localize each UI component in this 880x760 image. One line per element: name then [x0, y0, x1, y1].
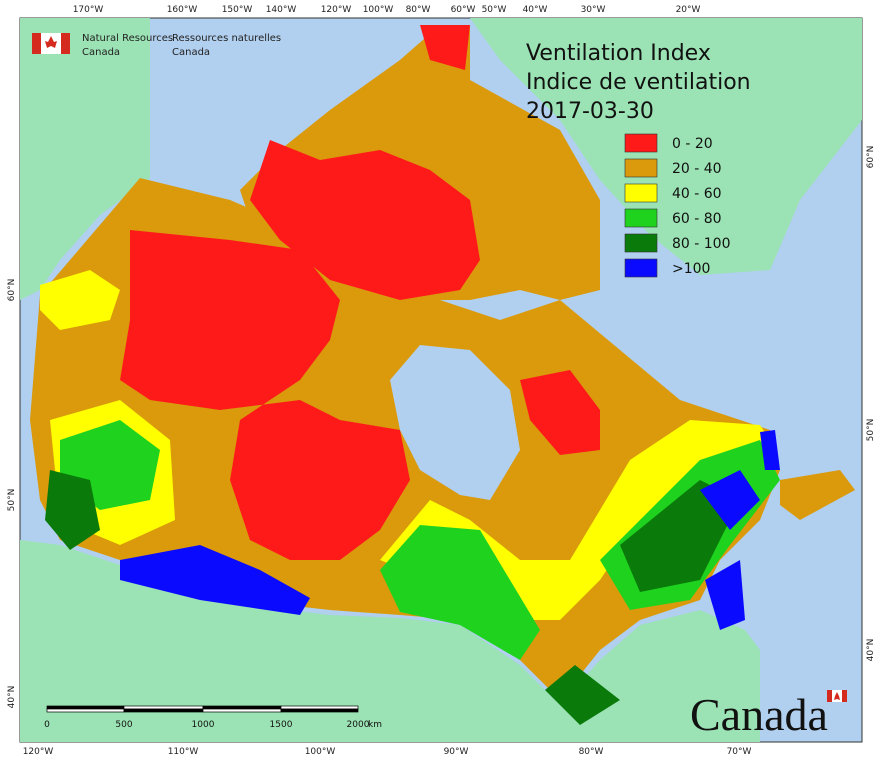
- graticule-label: 50°W: [482, 5, 507, 15]
- graticule-label: 160°W: [167, 5, 198, 15]
- zone-darkgreen-coast: [45, 470, 100, 550]
- legend-label: 40 - 60: [672, 186, 722, 202]
- zone-blue-quebec: [700, 470, 760, 530]
- greenland: [470, 18, 862, 275]
- graticule-label: 40°N: [7, 686, 17, 709]
- logo: [32, 33, 70, 54]
- map-title: 2017-03-30: [526, 99, 654, 124]
- legend-label: 0 - 20: [672, 136, 713, 152]
- scale-segment: [202, 708, 282, 713]
- graticule-label: 50°N: [7, 489, 17, 512]
- zone-red-north: [420, 25, 470, 70]
- alaska: [20, 18, 150, 300]
- legend-swatch: [624, 133, 658, 153]
- graticule-label: 120°W: [23, 747, 54, 757]
- graticule-label: 20°W: [676, 5, 701, 15]
- scale-segment: [280, 705, 359, 710]
- scale-segment: [202, 705, 282, 710]
- scale-label: 1500: [270, 720, 293, 730]
- logo-text: Ressources naturelles: [172, 33, 281, 44]
- hudson-bay: [390, 345, 520, 500]
- graticule-label: 50°N: [866, 419, 876, 442]
- scale-segment: [46, 705, 125, 710]
- scale-label: 2000: [347, 720, 370, 730]
- graticule-label: 150°W: [222, 5, 253, 15]
- flag-bar: [61, 33, 70, 54]
- legend-label: 20 - 40: [672, 161, 722, 177]
- logo-text: Canada: [172, 47, 210, 58]
- zone-blue-prairie: [120, 545, 310, 615]
- graticule-label: 70°W: [727, 747, 752, 757]
- scale-segment: [123, 708, 204, 713]
- zone-red-quebec: [520, 370, 600, 455]
- legend-label: 60 - 80: [672, 211, 722, 227]
- zone-blue-maritimes: [705, 560, 745, 630]
- zone-red-arctic: [250, 140, 480, 300]
- scale-label: 500: [115, 720, 132, 730]
- legend-swatch: [624, 233, 658, 253]
- scale-label: 1000: [192, 720, 215, 730]
- logo-text: Natural Resources: [82, 33, 173, 44]
- labels: Natural Resources Canada Ressources nature…: [7, 5, 876, 757]
- zone-darkgreen-ontario: [545, 665, 620, 725]
- map-title: Ventilation Index: [526, 41, 711, 66]
- zone-yellow-yukon: [40, 270, 120, 330]
- zone-darkgreen-quebec: [620, 480, 740, 592]
- legend-swatch: [624, 258, 658, 278]
- graticule-label: 80°W: [406, 5, 431, 15]
- zone-blue-labrador: [760, 430, 780, 470]
- scale-unit: km: [368, 720, 382, 730]
- wordmark: Canada: [690, 689, 828, 740]
- logo-text: Canada: [82, 47, 120, 58]
- graticule-label: 100°W: [363, 5, 394, 15]
- scale-segment: [280, 708, 359, 713]
- legend-label: 80 - 100: [672, 236, 731, 252]
- graticule-label: 100°W: [305, 747, 336, 757]
- canada: [30, 25, 855, 725]
- wordmark-leaf: [834, 692, 840, 700]
- zone-red-west: [120, 230, 410, 560]
- graticule-label: 80°W: [579, 747, 604, 757]
- graticule-label: 60°W: [451, 5, 476, 15]
- flag-bar: [32, 33, 41, 54]
- maple-leaf: [45, 36, 57, 48]
- scale-segment: [46, 708, 125, 713]
- graticule-label: 140°W: [266, 5, 297, 15]
- graticule-label: 170°W: [73, 5, 104, 15]
- graticule-label: 40°W: [523, 5, 548, 15]
- map-title: Indice de ventilation: [526, 70, 751, 95]
- scale-label: 0: [44, 720, 50, 730]
- graticule-label: 40°N: [866, 639, 876, 662]
- graticule-label: 120°W: [321, 5, 352, 15]
- graticule-label: 30°W: [581, 5, 606, 15]
- legend-swatch: [624, 208, 658, 228]
- legend-label: >100: [672, 261, 710, 277]
- graticule-label: 110°W: [168, 747, 199, 757]
- graticule-label: 90°W: [444, 747, 469, 757]
- legend-swatch: [624, 183, 658, 203]
- graticule-label: 60°N: [7, 279, 17, 302]
- scale-segment: [123, 705, 204, 710]
- zone-green-ontario: [380, 525, 540, 660]
- graticule-label: 60°N: [866, 146, 876, 169]
- legend-swatch: [624, 158, 658, 178]
- newfoundland: [780, 470, 855, 520]
